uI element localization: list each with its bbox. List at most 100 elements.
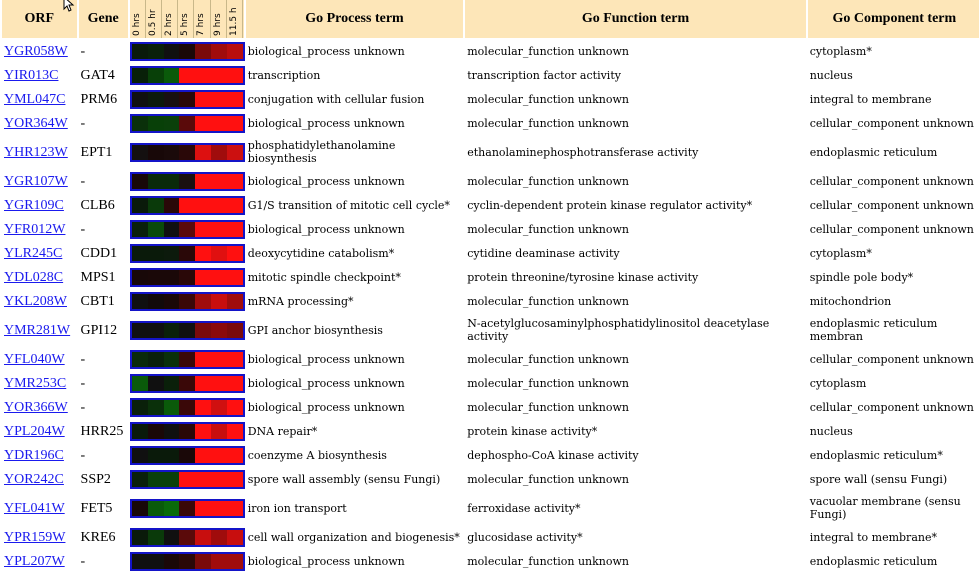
orf-link[interactable]: YMR281W — [4, 322, 71, 338]
orf-link[interactable]: YHR123W — [4, 144, 68, 160]
process-cell: transcription — [245, 64, 464, 86]
component-cell: cellular_component unknown — [807, 194, 979, 216]
heatmap-tile — [163, 144, 180, 160]
gene-cell: - — [78, 218, 128, 240]
orf-link[interactable]: YGR107W — [4, 173, 68, 189]
table-row: YDR196C - coenzyme A biosynthesis dephospho… — [2, 444, 979, 466]
timepoint-label: 2 hrs — [164, 13, 175, 36]
heatmap-tile — [147, 269, 164, 285]
orf-link[interactable]: YLR245C — [4, 245, 63, 261]
process-cell: biological_process unknown — [245, 348, 464, 370]
heatmap-tile — [163, 375, 180, 391]
heatmap-tile — [211, 447, 228, 463]
expression-heatmap-cell — [129, 420, 245, 442]
component-cell: integral to membrane — [807, 88, 979, 110]
timepoint-label: 5 hrs — [180, 13, 191, 36]
heatmap-tile — [227, 144, 243, 160]
gene-cell: CLB6 — [78, 194, 128, 216]
table-row: YMR281W GPI12 GPI anchor biosynthesis N-ace… — [2, 314, 979, 346]
heatmap-tile — [147, 500, 164, 516]
heatmap-tile — [211, 269, 228, 285]
component-cell: mitochondrion — [807, 290, 979, 312]
timepoint-header-cell: 11.5 h — [227, 0, 243, 38]
heatmap-tile — [131, 144, 148, 160]
process-cell: biological_process unknown — [245, 40, 464, 62]
table-row: YFL040W - biological_process unknown molecu… — [2, 348, 979, 370]
expression-heatmap-cell — [129, 88, 245, 110]
heatmap-tile — [163, 322, 180, 338]
table-row: YOR364W - biological_process unknown molecu… — [2, 112, 979, 134]
function-cell: protein kinase activity* — [465, 420, 806, 442]
orf-link[interactable]: YDL028C — [4, 269, 64, 285]
orf-link[interactable]: YPL207W — [4, 553, 65, 569]
orf-cell: YLR245C — [2, 242, 77, 264]
expression-heatmap — [129, 397, 245, 417]
heatmap-tile — [147, 144, 164, 160]
orf-link[interactable]: YFR012W — [4, 221, 66, 237]
orf-cell: YMR281W — [2, 314, 77, 346]
heatmap-tile — [211, 245, 228, 261]
heatmap-tile — [211, 553, 228, 569]
orf-link[interactable]: YML047C — [4, 91, 66, 107]
orf-link[interactable]: YGR109C — [4, 197, 64, 213]
orf-link[interactable]: YFL041W — [4, 500, 65, 516]
orf-link[interactable]: YMR253C — [4, 375, 67, 391]
expression-heatmap-cell — [129, 194, 245, 216]
heatmap-tile — [163, 67, 180, 83]
heatmap-tile — [179, 197, 196, 213]
orf-link[interactable]: YOR242C — [4, 471, 64, 487]
heatmap-tile — [227, 43, 243, 59]
heatmap-tile — [211, 423, 228, 439]
heatmap-tile — [227, 245, 243, 261]
heatmap-tile — [163, 245, 180, 261]
orf-link[interactable]: YPR159W — [4, 529, 66, 545]
orf-link[interactable]: YFL040W — [4, 351, 65, 367]
orf-cell: YFL041W — [2, 492, 77, 524]
orf-link[interactable]: YPL204W — [4, 423, 65, 439]
heatmap-tile — [195, 91, 212, 107]
heatmap-tile — [147, 67, 164, 83]
orf-cell: YFL040W — [2, 348, 77, 370]
gene-header: Gene — [78, 0, 128, 38]
process-cell: biological_process unknown — [245, 372, 464, 394]
heatmap-tile — [131, 471, 148, 487]
heatmap-tile — [131, 293, 148, 309]
process-cell: phosphatidylethanolamine biosynthesis — [245, 136, 464, 168]
gene-cell: GPI12 — [78, 314, 128, 346]
component-cell: spindle pole body* — [807, 266, 979, 288]
heatmap-tile — [227, 221, 243, 237]
component-cell: endoplasmic reticulum membran — [807, 314, 979, 346]
function-cell: molecular_function unknown — [465, 396, 806, 418]
process-cell: DNA repair* — [245, 420, 464, 442]
component-cell: endoplasmic reticulum — [807, 136, 979, 168]
heatmap-tile — [227, 423, 243, 439]
orf-link[interactable]: YKL208W — [4, 293, 67, 309]
expression-heatmap — [129, 373, 245, 393]
orf-link[interactable]: YOR366W — [4, 399, 68, 415]
heatmap-tile — [227, 399, 243, 415]
expression-heatmap — [129, 267, 245, 287]
function-cell: transcription factor activity — [465, 64, 806, 86]
heatmap-tile — [179, 529, 196, 545]
gene-cell: CDD1 — [78, 242, 128, 264]
orf-link[interactable]: YOR364W — [4, 115, 68, 131]
heatmap-tile — [195, 423, 212, 439]
function-cell: molecular_function unknown — [465, 290, 806, 312]
expression-heatmap — [129, 291, 245, 311]
gene-cell: KRE6 — [78, 526, 128, 548]
table-row: YFL041W FET5 iron ion transport ferroxidase… — [2, 492, 979, 524]
orf-cell: YPR159W — [2, 526, 77, 548]
heatmap-tile — [211, 293, 228, 309]
function-cell: dephospho-CoA kinase activity — [465, 444, 806, 466]
heatmap-tile — [163, 471, 180, 487]
orf-cell: YGR107W — [2, 170, 77, 192]
orf-link[interactable]: YIR013C — [4, 67, 59, 83]
heatmap-tile — [211, 500, 228, 516]
expression-heatmap-cell — [129, 242, 245, 264]
process-cell: spore wall assembly (sensu Fungi) — [245, 468, 464, 490]
expression-heatmap — [129, 527, 245, 547]
heatmap-tile — [163, 293, 180, 309]
orf-link[interactable]: YDR196C — [4, 447, 64, 463]
orf-link[interactable]: YGR058W — [4, 43, 68, 59]
timepoint-label: 11.5 h — [228, 7, 239, 36]
